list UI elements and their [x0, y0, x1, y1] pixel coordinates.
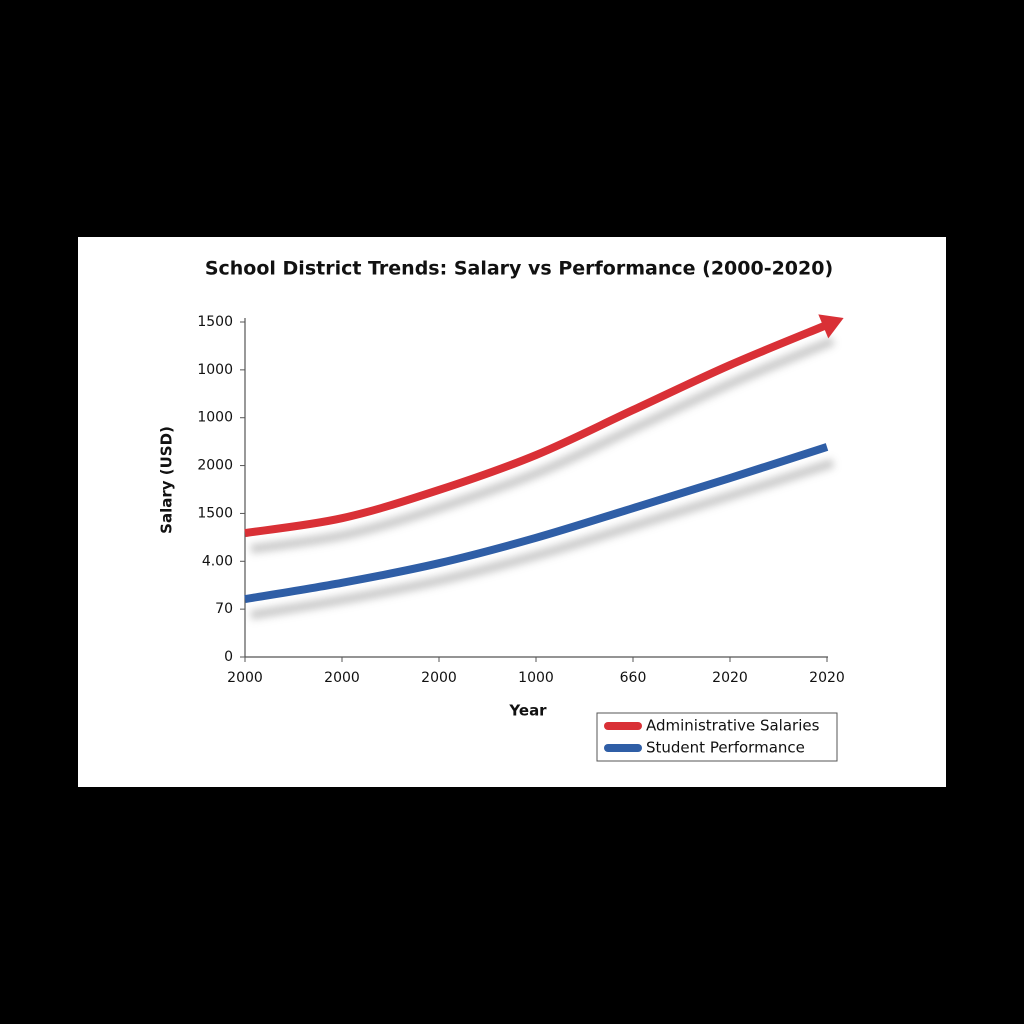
y-tick-label: 2000 [197, 458, 233, 474]
line [244, 321, 829, 538]
y-tick-label: 1500 [197, 314, 233, 330]
line-shadow [250, 458, 835, 620]
x-axis-label: Year [508, 702, 547, 720]
y-tick-label: 4.00 [202, 553, 233, 569]
y-tick-label: 1500 [197, 505, 233, 521]
line [244, 443, 829, 604]
y-tick-label: 70 [215, 601, 233, 617]
x-tick-label: 2020 [712, 670, 748, 686]
x-tick-label: 2020 [809, 670, 845, 686]
x-tick-label: 2000 [421, 670, 457, 686]
legend-label: Student Performance [646, 739, 805, 757]
x-tick-label: 2000 [324, 670, 360, 686]
legend-box [596, 712, 838, 762]
y-axis-label: Salary (USD) [158, 426, 176, 534]
y-tick-label: 0 [224, 649, 233, 665]
y-tick-label: 1000 [197, 362, 233, 378]
chart-title: School District Trends: Salary vs Perfor… [205, 258, 833, 280]
arrow-head [818, 314, 844, 339]
x-tick-label: 1000 [518, 670, 554, 686]
x-tick-label: 2000 [227, 670, 263, 686]
y-tick-label: 1000 [197, 410, 233, 426]
legend-label: Administrative Salaries [646, 717, 820, 735]
chart-panel [78, 237, 946, 787]
x-tick-label: 660 [620, 670, 647, 686]
line-shadow [250, 336, 835, 554]
